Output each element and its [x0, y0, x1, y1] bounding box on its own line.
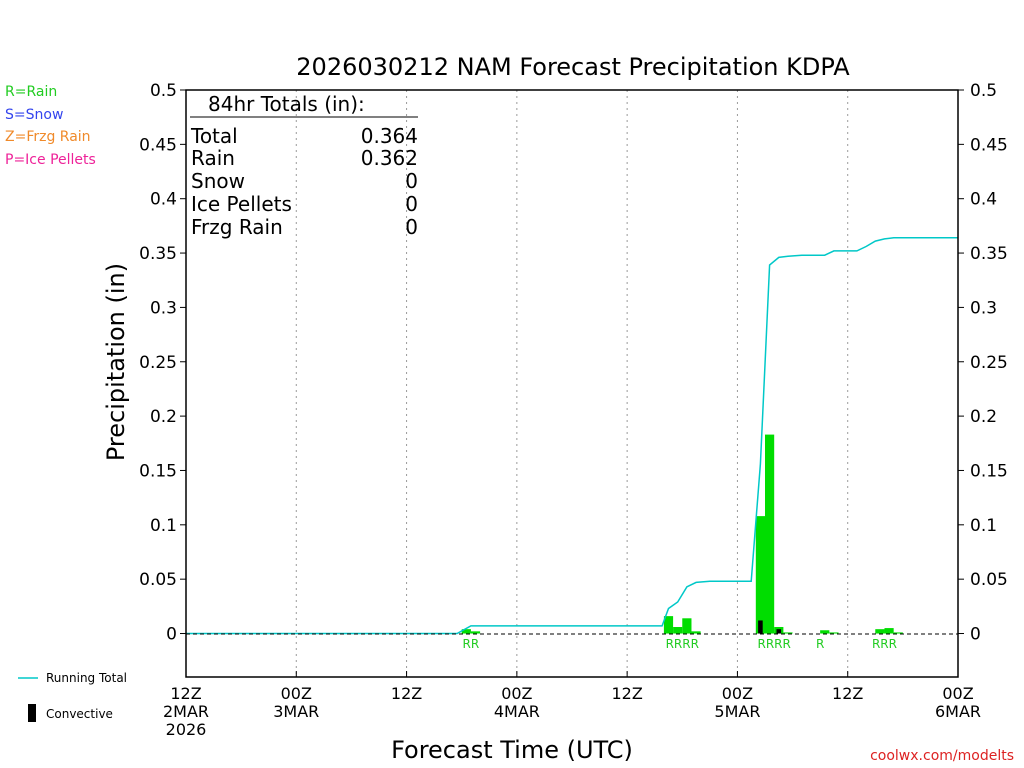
- y-tick-label-right: 0.35: [970, 244, 1008, 264]
- y-tick-label-left: 0.15: [139, 461, 177, 481]
- y-tick-label-left: 0.45: [139, 135, 177, 155]
- y-tick-label-left: 0.5: [150, 81, 177, 101]
- y-tick-label-right: 0.4: [970, 190, 997, 210]
- credit-text: coolwx.com/modelts: [870, 748, 1014, 764]
- y-tick-label-right: 0: [970, 625, 981, 645]
- rain-bar: [663, 616, 674, 634]
- rain-bar: [893, 632, 903, 634]
- totals-value-snow: 0: [405, 169, 418, 193]
- y-tick-label-right: 0.1: [970, 516, 997, 536]
- running-total-legend-label: Running Total: [46, 671, 127, 685]
- ptype-markers: RR RRRR RRRR R RRR: [463, 637, 897, 651]
- totals-value-total: 0.364: [361, 124, 418, 148]
- convective-bar: [776, 629, 782, 634]
- rain-bar: [875, 629, 885, 634]
- x-tick-label: 00Z: [722, 684, 753, 703]
- y-tick-label-left: 0.3: [150, 298, 177, 318]
- rain-bar: [820, 630, 830, 634]
- running-total-layer: [186, 237, 958, 635]
- x-tick-label: 5MAR: [714, 702, 760, 721]
- x-tick-label: 6MAR: [935, 702, 981, 721]
- y-axis-label: Precipitation (in): [102, 263, 130, 461]
- rain-bar: [755, 516, 765, 634]
- rain-bar: [682, 618, 692, 634]
- rain-bar: [691, 631, 701, 634]
- ptype-marker: R: [816, 637, 824, 651]
- y-tick-label-right: 0.45: [970, 135, 1008, 155]
- precip-bars: [461, 434, 903, 634]
- rain-bar: [765, 434, 775, 634]
- totals-box: 84hr Totals (in): Total 0.364 Rain 0.362…: [190, 92, 418, 239]
- totals-label-snow: Snow: [191, 169, 245, 193]
- y-tick-label-left: 0.25: [139, 353, 177, 373]
- y-tick-label-right: 0.2: [970, 407, 997, 427]
- totals-label-frzg-rain: Frzg Rain: [191, 215, 283, 239]
- y-tick-label-right: 0.15: [970, 461, 1008, 481]
- x-tick-label: 2MAR: [163, 702, 209, 721]
- convective-legend-label: Convective: [46, 707, 113, 721]
- rain-bar: [673, 626, 683, 634]
- x-tick-label: 2026: [166, 720, 207, 739]
- convective-bar: [758, 620, 763, 634]
- grid-lines: [295, 90, 849, 677]
- rain-bar: [884, 628, 894, 634]
- totals-label-rain: Rain: [191, 146, 235, 170]
- totals-value-rain: 0.362: [361, 146, 418, 170]
- x-tick-label: 12Z: [832, 684, 863, 703]
- y-tick-label-left: 0.05: [139, 570, 177, 590]
- running-total-line: [186, 237, 958, 635]
- x-tick-label: 12Z: [391, 684, 422, 703]
- ptype-marker: RRRR: [666, 637, 699, 651]
- rain-bar: [470, 631, 481, 634]
- ptype-marker: RRR: [872, 637, 897, 651]
- series-legend: Running Total Convective: [18, 671, 127, 722]
- ptype-marker: RR: [463, 637, 480, 651]
- x-tick-label: 3MAR: [273, 702, 319, 721]
- rain-bar: [829, 632, 839, 634]
- x-tick-label: 12Z: [611, 684, 642, 703]
- axes: 0 00.05 0.050.1 0.10.15 0.150.2 0.20.25 0.250.…: [139, 81, 1008, 739]
- chart-title: 2026030212 NAM Forecast Precipitation KD…: [296, 53, 850, 81]
- plot-frame: [185, 89, 959, 678]
- y-tick-label-left: 0.35: [139, 244, 177, 264]
- x-tick-label: 00Z: [501, 684, 532, 703]
- ptype-marker: RRRR: [758, 637, 791, 651]
- y-tick-label-right: 0.05: [970, 570, 1008, 590]
- y-tick-label-right: 0.5: [970, 81, 997, 101]
- legend-rain: R=Rain: [5, 84, 57, 100]
- y-tick-label-left: 0.4: [150, 190, 177, 210]
- totals-heading: 84hr Totals (in):: [208, 92, 365, 116]
- legend-snow: S=Snow: [5, 107, 63, 123]
- legend-ice-pellets: P=Ice Pellets: [5, 152, 96, 168]
- y-tick-label-right: 0.25: [970, 353, 1008, 373]
- ptype-legend: R=Rain S=Snow Z=Frzg Rain P=Ice Pellets: [5, 84, 96, 168]
- rain-bar: [783, 632, 793, 634]
- legend-frzg-rain: Z=Frzg Rain: [5, 129, 91, 145]
- totals-value-ice-pellets: 0: [405, 192, 418, 216]
- x-tick-label: 00Z: [942, 684, 973, 703]
- rain-bar: [461, 629, 471, 634]
- convective-swatch: [28, 704, 36, 722]
- y-tick-label-left: 0.1: [150, 516, 177, 536]
- x-axis-label: Forecast Time (UTC): [391, 736, 633, 764]
- totals-label-ice-pellets: Ice Pellets: [191, 192, 292, 216]
- y-tick-label-left: 0.2: [150, 407, 177, 427]
- x-tick-label: 00Z: [281, 684, 312, 703]
- totals-value-frzg-rain: 0: [405, 215, 418, 239]
- y-tick-label-right: 0.3: [970, 298, 997, 318]
- totals-label-total: Total: [190, 124, 238, 148]
- y-tick-label-left: 0: [166, 625, 177, 645]
- x-tick-label: 4MAR: [494, 702, 540, 721]
- x-tick-label: 12Z: [170, 684, 201, 703]
